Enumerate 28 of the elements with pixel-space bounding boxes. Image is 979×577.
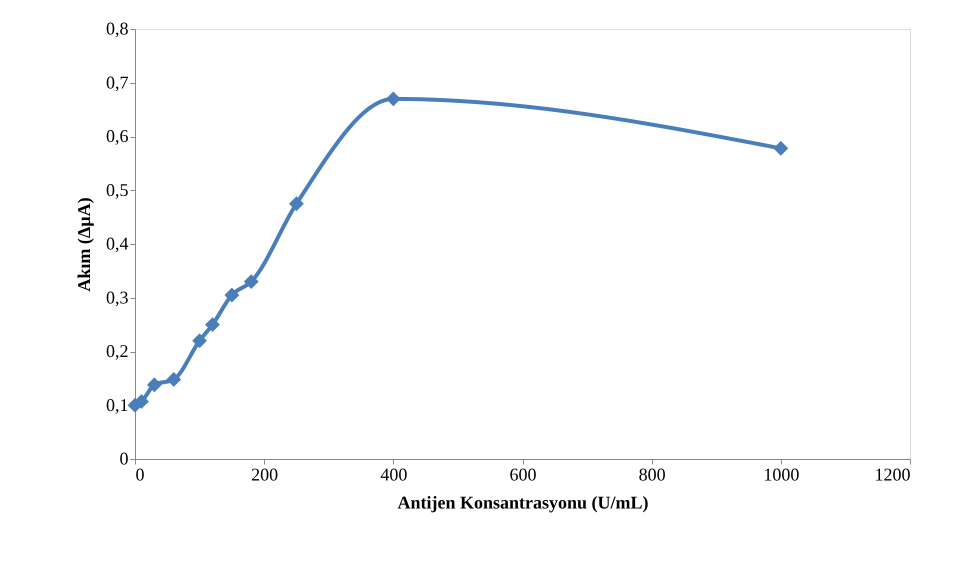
y-tick-label: 0,1 (106, 394, 128, 415)
x-tick-label: 800 (638, 464, 666, 484)
x-tick-label: 600 (510, 464, 536, 484)
x-tick-label: 0 (136, 464, 144, 484)
y-tick-label: 0 (120, 448, 128, 468)
point (224, 288, 240, 302)
point (166, 372, 182, 387)
point (205, 317, 220, 332)
point (244, 274, 259, 290)
y-tick-label: 0,7 (106, 72, 128, 92)
point (192, 333, 207, 348)
y-tick-label: 0,4 (106, 234, 128, 254)
x-tick-label: 1200 (874, 464, 910, 484)
y-tick-label: 0,2 (106, 341, 128, 361)
x-tick-label: 400 (380, 464, 408, 484)
point (146, 377, 162, 392)
point (773, 140, 788, 156)
x-tick-label: 200 (251, 464, 278, 484)
y-tick-label: 0,5 (106, 180, 128, 200)
y-axis-title: Akım (ΔµA) (74, 197, 94, 292)
y-tick-label: 0,6 (106, 126, 128, 146)
x-axis-title: Antijen Konsantrasyonu (U/mL) (397, 492, 649, 512)
y-tick-label: 0,8 (106, 18, 128, 38)
point (386, 91, 401, 106)
point (289, 196, 304, 212)
point (134, 394, 149, 409)
x-tick-label: 1000 (763, 464, 800, 484)
y-tick-label: 0,3 (106, 287, 128, 308)
